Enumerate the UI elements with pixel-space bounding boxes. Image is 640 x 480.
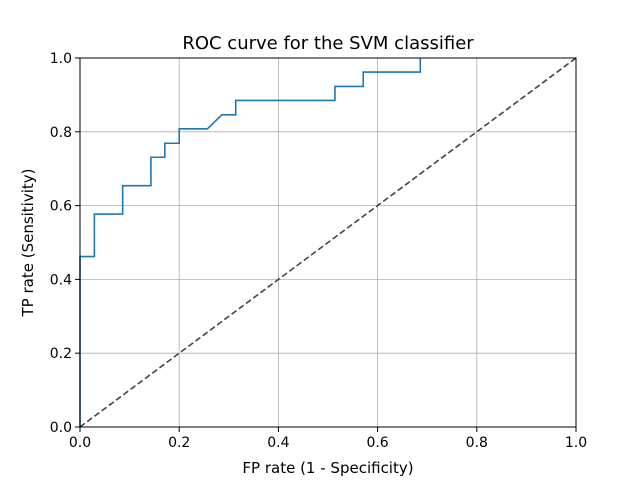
y-tick-label: 0.8 — [50, 125, 72, 141]
y-tick-label: 1.0 — [50, 51, 72, 67]
chart-title: ROC curve for the SVM classifier — [182, 33, 474, 54]
x-tick-label: 0.6 — [366, 435, 388, 451]
y-tick-label: 0.6 — [50, 199, 72, 215]
x-tick-label: 0.4 — [267, 435, 289, 451]
x-axis-label: FP rate (1 - Specificity) — [242, 459, 413, 477]
roc-curve-line — [79, 58, 422, 427]
x-tick-label: 0.8 — [466, 435, 488, 451]
x-tick-label: 0.2 — [168, 435, 190, 451]
x-tick-label: 1.0 — [565, 435, 587, 451]
y-tick-label: 0.0 — [50, 420, 72, 436]
axis-ticks: 0.0 0.2 0.4 0.6 0.8 1.0 0.0 0.2 0.4 0.6 0.8 1.0 — [50, 51, 587, 451]
y-tick-label: 0.2 — [50, 346, 72, 362]
series-layer — [79, 57, 577, 428]
y-axis-label: TP rate (Sensitivity) — [19, 168, 37, 317]
x-tick-label: 0.0 — [69, 435, 91, 451]
chance-diagonal-line — [79, 57, 577, 428]
y-tick-label: 0.4 — [50, 272, 72, 288]
plot-frame — [79, 57, 577, 428]
